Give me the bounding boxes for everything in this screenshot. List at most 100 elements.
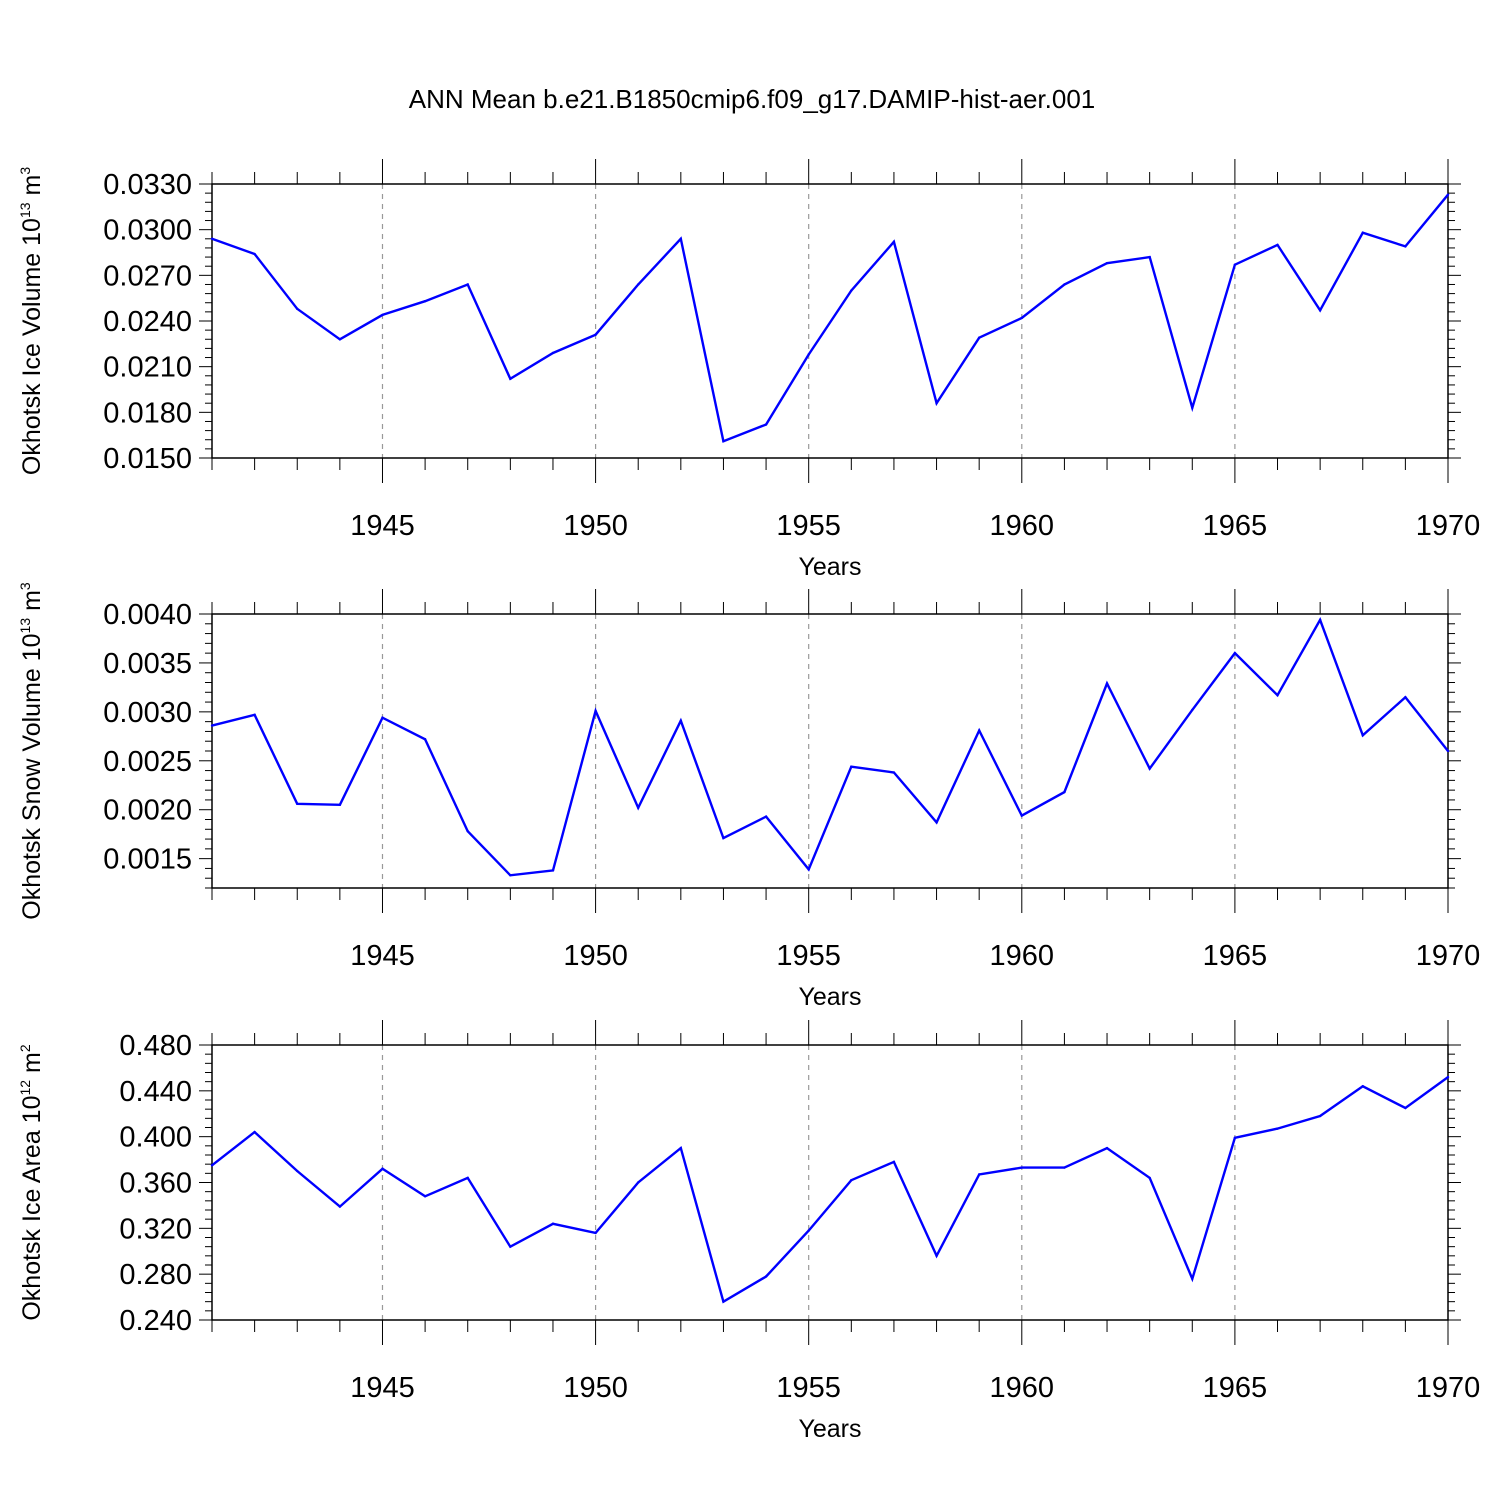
x-axis-label: Years xyxy=(798,1415,861,1443)
data-point xyxy=(210,1164,214,1167)
data-point xyxy=(892,771,896,774)
series-line xyxy=(211,193,1449,443)
data-point xyxy=(1063,790,1066,794)
data-point xyxy=(1233,1136,1237,1140)
plot-frame xyxy=(211,1044,1449,1321)
y-tick-label: 0.320 xyxy=(119,1213,192,1245)
data-point xyxy=(1148,1176,1151,1180)
data-point xyxy=(594,709,597,713)
data-point xyxy=(807,1229,810,1232)
plot-frame xyxy=(211,613,1449,889)
data-point xyxy=(977,1173,981,1176)
data-point xyxy=(1105,1146,1109,1150)
data-point xyxy=(1361,231,1364,234)
data-point xyxy=(807,868,810,871)
data-point xyxy=(764,1275,768,1278)
y-tick-label: 0.0015 xyxy=(103,844,192,876)
data-point xyxy=(1148,255,1151,259)
data-point xyxy=(722,440,725,443)
data-point xyxy=(807,353,810,356)
data-point xyxy=(892,240,896,244)
data-point xyxy=(253,252,256,256)
ice-volume-panel: 0.0150 0.0180 0.0210 0.0240 0.0270 0.0300 0.03… xyxy=(17,159,1480,581)
data-point xyxy=(764,815,768,818)
y-tick-label: 0.240 xyxy=(119,1305,192,1337)
data-point xyxy=(338,338,342,341)
data-point xyxy=(423,300,427,303)
ice-area-panel: 0.240 0.280 0.320 0.360 0.400 0.440 0.480 1945 1… xyxy=(17,1020,1480,1443)
y-tick-label: 0.0040 xyxy=(103,599,192,631)
x-tick-label: 1970 xyxy=(1416,510,1481,542)
data-point xyxy=(1446,749,1450,753)
data-point xyxy=(1404,1106,1407,1110)
y-tick-label: 0.0210 xyxy=(103,352,192,384)
data-point xyxy=(892,1160,896,1164)
y-axis-label: Okhotsk Snow Volume 1013 m3 xyxy=(17,582,46,920)
data-point xyxy=(1020,1166,1023,1169)
data-point xyxy=(466,830,469,833)
data-point xyxy=(1148,767,1151,770)
data-point xyxy=(1191,1277,1194,1280)
y-tick-label: 0.0020 xyxy=(103,795,192,827)
data-point xyxy=(1276,243,1279,247)
data-point xyxy=(637,283,640,286)
data-point xyxy=(722,1300,725,1303)
data-point xyxy=(1233,651,1237,655)
data-point xyxy=(722,836,725,840)
x-tick-label: 1950 xyxy=(563,510,628,542)
data-point xyxy=(296,1169,299,1173)
data-point xyxy=(1020,316,1023,320)
data-point xyxy=(764,423,768,426)
x-tick-label: 1955 xyxy=(776,1372,841,1404)
data-point xyxy=(850,765,853,768)
y-tick-label: 0.0180 xyxy=(103,397,192,429)
data-point xyxy=(381,716,384,719)
y-tick-label: 0.360 xyxy=(119,1168,192,1200)
data-point xyxy=(551,351,555,355)
data-point xyxy=(850,289,853,292)
x-tick-label: 1960 xyxy=(990,510,1055,542)
y-axis-label: Okhotsk Ice Volume 1013 m3 xyxy=(17,167,46,475)
data-point xyxy=(679,237,683,240)
data-point xyxy=(679,719,683,722)
y-axis-label: Okhotsk Ice Area 1012 m2 xyxy=(17,1044,46,1320)
data-point xyxy=(296,802,299,806)
data-point xyxy=(1276,694,1279,697)
y-tick-label: 0.0300 xyxy=(103,215,192,247)
data-point xyxy=(1105,682,1109,685)
data-point xyxy=(977,729,981,732)
data-point xyxy=(1318,309,1322,312)
data-point xyxy=(551,869,555,872)
x-tick-label: 1955 xyxy=(776,510,841,542)
x-axis-label: Years xyxy=(798,983,861,1011)
x-tick-label: 1965 xyxy=(1203,940,1268,972)
x-tick-label: 1970 xyxy=(1416,940,1481,972)
y-tick-label: 0.0270 xyxy=(103,260,192,292)
data-point xyxy=(1191,406,1194,409)
x-tick-label: 1945 xyxy=(350,510,415,542)
data-point xyxy=(1233,263,1237,266)
data-point xyxy=(1020,814,1023,817)
x-tick-label: 1965 xyxy=(1203,510,1268,542)
data-point xyxy=(935,1254,938,1258)
data-point xyxy=(466,1176,469,1180)
x-tick-label: 1970 xyxy=(1416,1372,1481,1404)
data-point xyxy=(338,1205,342,1208)
data-point xyxy=(977,336,981,339)
x-tick-label: 1945 xyxy=(350,1372,415,1404)
data-point xyxy=(1105,261,1109,265)
data-point xyxy=(1276,1127,1279,1130)
data-point xyxy=(1446,1075,1450,1079)
y-tick-label: 0.0025 xyxy=(103,746,192,778)
data-point xyxy=(253,713,256,716)
x-tick-label: 1950 xyxy=(563,940,628,972)
data-point xyxy=(1063,283,1066,286)
data-point xyxy=(381,1167,384,1170)
data-point xyxy=(1063,1166,1066,1169)
data-point xyxy=(1446,193,1450,196)
y-tick-label: 0.0240 xyxy=(103,306,192,338)
data-point xyxy=(253,1130,256,1134)
data-point xyxy=(850,1179,853,1182)
y-tick-label: 0.0030 xyxy=(103,697,192,729)
data-point xyxy=(637,806,640,809)
